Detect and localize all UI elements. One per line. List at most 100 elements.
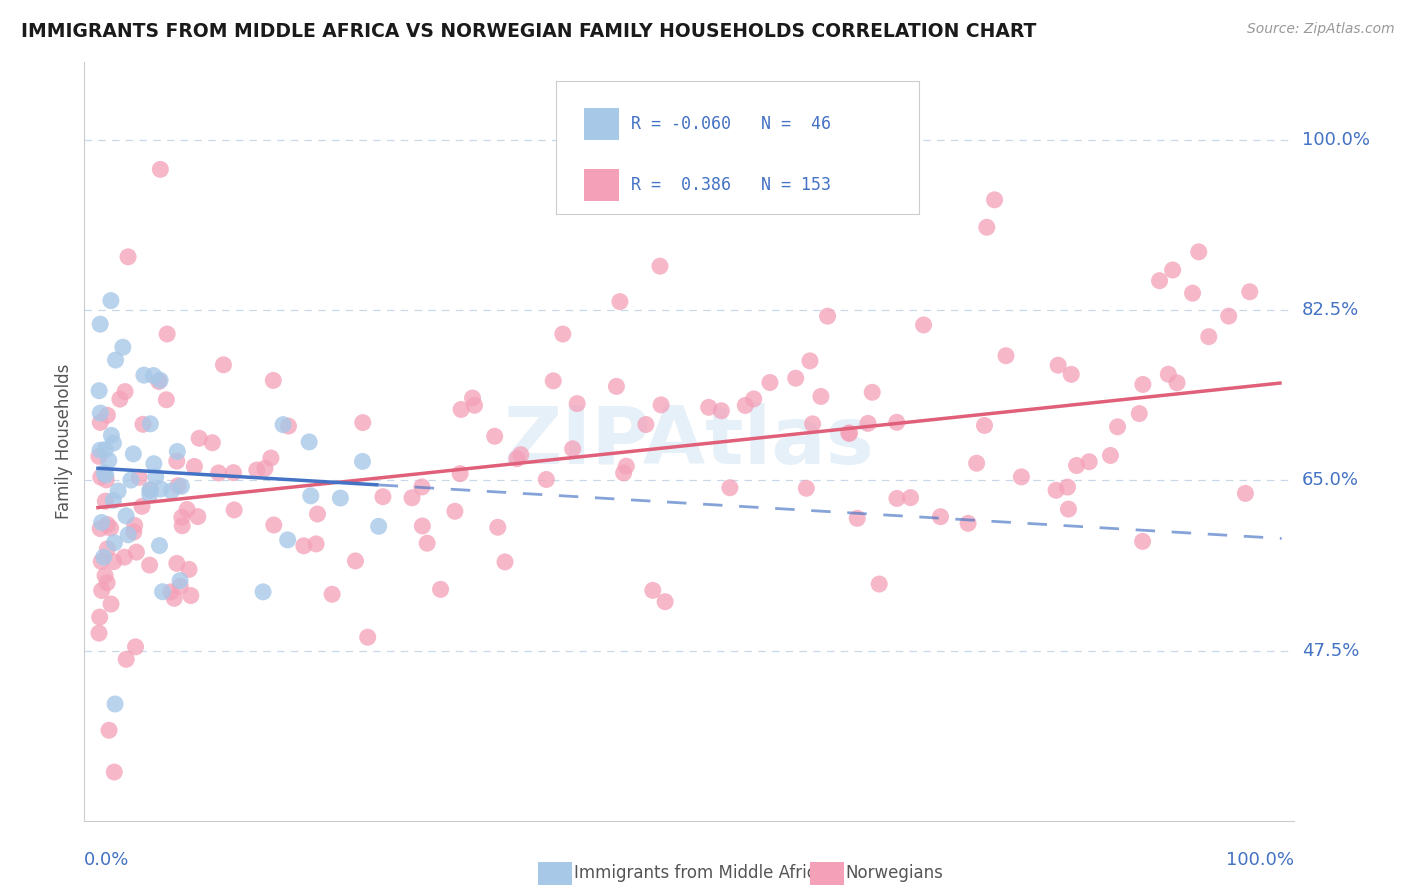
Point	[463, 398, 485, 412]
Point	[90, 583, 112, 598]
Point	[145, 469, 167, 483]
Point	[1047, 358, 1070, 372]
Point	[115, 652, 138, 666]
Point	[401, 491, 423, 505]
Point	[180, 589, 202, 603]
Point	[299, 489, 322, 503]
Point	[139, 487, 162, 501]
Point	[357, 630, 380, 644]
Point	[96, 541, 118, 556]
Point	[87, 450, 110, 464]
Point	[104, 697, 127, 711]
Text: IMMIGRANTS FROM MIDDLE AFRICA VS NORWEGIAN FAMILY HOUSEHOLDS CORRELATION CHART: IMMIGRANTS FROM MIDDLE AFRICA VS NORWEGI…	[21, 22, 1036, 41]
Point	[108, 392, 131, 406]
Point	[461, 391, 484, 405]
Point	[321, 587, 343, 601]
Point	[149, 162, 172, 177]
Point	[93, 466, 115, 480]
Point	[1161, 263, 1184, 277]
Text: 82.5%: 82.5%	[1302, 301, 1360, 319]
Point	[1188, 244, 1211, 259]
Point	[96, 575, 118, 590]
Point	[148, 539, 170, 553]
Point	[169, 574, 191, 588]
Point	[103, 555, 125, 569]
Point	[329, 491, 352, 505]
Point	[114, 384, 136, 399]
Point	[149, 373, 172, 387]
Text: R =  0.386   N = 153: R = 0.386 N = 153	[631, 177, 831, 194]
Point	[1234, 486, 1257, 500]
Point	[131, 500, 153, 514]
Point	[494, 555, 516, 569]
Point	[117, 528, 139, 542]
Point	[183, 459, 205, 474]
Point	[506, 451, 529, 466]
Point	[148, 375, 170, 389]
Point	[96, 473, 118, 487]
Point	[1057, 502, 1080, 516]
Point	[176, 502, 198, 516]
Point	[801, 417, 824, 431]
Point	[170, 479, 193, 493]
Point	[509, 448, 531, 462]
Point	[167, 479, 190, 493]
Point	[966, 456, 988, 470]
Point	[115, 508, 138, 523]
Point	[90, 516, 112, 530]
Point	[1045, 483, 1067, 498]
Point	[929, 509, 952, 524]
Point	[120, 473, 142, 487]
Point	[128, 470, 150, 484]
Text: Norwegians: Norwegians	[845, 864, 943, 882]
Point	[305, 537, 328, 551]
Point	[450, 402, 472, 417]
Point	[103, 436, 125, 450]
Point	[166, 557, 188, 571]
Point	[132, 368, 155, 383]
Point	[252, 585, 274, 599]
Point	[103, 535, 125, 549]
Point	[634, 417, 657, 432]
Point	[1157, 368, 1180, 382]
Point	[160, 483, 183, 498]
Point	[87, 626, 110, 640]
Point	[536, 473, 558, 487]
Point	[416, 536, 439, 550]
Point	[172, 518, 194, 533]
Point	[886, 415, 908, 429]
Point	[263, 518, 285, 533]
Point	[94, 468, 117, 483]
Point	[142, 457, 165, 471]
Point	[122, 524, 145, 539]
Point	[89, 522, 111, 536]
Point	[212, 358, 235, 372]
Point	[114, 550, 136, 565]
Point	[994, 349, 1017, 363]
Text: 100.0%: 100.0%	[1302, 131, 1369, 149]
Point	[648, 259, 671, 273]
Point	[1056, 480, 1078, 494]
Point	[277, 419, 299, 434]
Point	[292, 539, 315, 553]
Y-axis label: Family Households: Family Households	[55, 364, 73, 519]
Point	[169, 579, 191, 593]
Point	[742, 392, 765, 406]
Point	[352, 454, 374, 468]
Point	[224, 503, 246, 517]
Point	[1132, 377, 1154, 392]
Point	[298, 434, 321, 449]
Point	[759, 376, 782, 390]
Point	[98, 723, 121, 738]
Point	[1132, 534, 1154, 549]
Point	[344, 554, 367, 568]
Point	[111, 340, 134, 354]
Point	[551, 326, 574, 341]
Point	[260, 450, 283, 465]
Point	[411, 480, 433, 494]
Point	[371, 490, 394, 504]
Point	[541, 374, 564, 388]
Point	[104, 353, 127, 368]
Point	[166, 444, 188, 458]
Point	[1078, 455, 1101, 469]
